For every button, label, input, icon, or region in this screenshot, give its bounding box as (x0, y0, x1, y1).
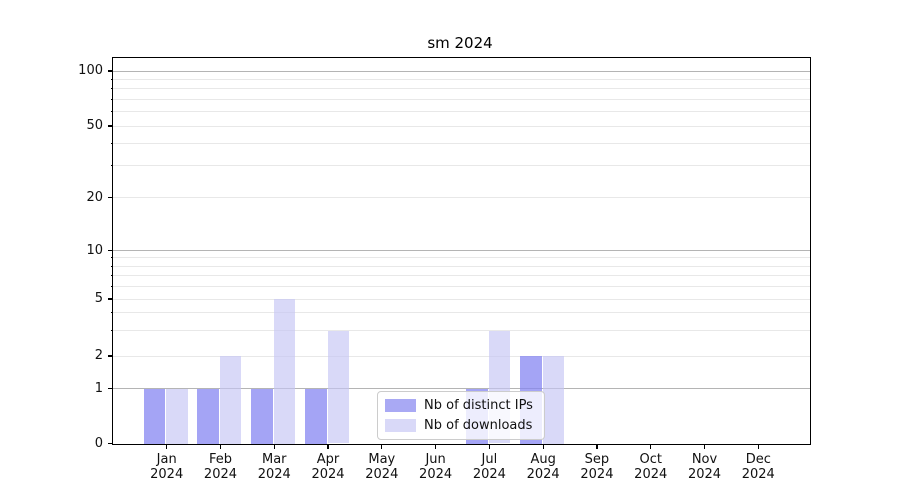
x-tickmark (166, 443, 168, 449)
minor-gridline (113, 274, 810, 276)
x-tick-label: Aug 2024 (526, 451, 560, 482)
x-tickmark (219, 443, 222, 449)
legend-item-distinct-ips: Nb of distinct IPs (385, 398, 537, 413)
x-tickmark (596, 443, 598, 449)
y-minor-tickmark (110, 143, 113, 144)
y-minor-tickmark (110, 125, 113, 127)
y-tick-label: 1 (94, 380, 103, 396)
bar-distinct-ips-feb (197, 388, 219, 444)
bar-distinct-ips-apr (305, 388, 327, 444)
y-tick-label: 10 (86, 242, 103, 258)
legend-label-distinct-ips: Nb of distinct IPs (424, 398, 533, 414)
bar-downloads-apr (327, 330, 350, 444)
y-tickmark (108, 249, 113, 252)
minor-gridline (113, 125, 810, 127)
y-tick-label: 5 (94, 291, 103, 306)
y-tickmark (108, 70, 113, 72)
x-tick-label: Jun 2024 (419, 451, 453, 482)
minor-gridline (113, 298, 810, 300)
y-minor-tickmark (110, 275, 113, 276)
y-minor-tickmark (110, 298, 113, 300)
bar-distinct-ips-mar (251, 388, 273, 444)
y-minor-tickmark (110, 285, 113, 287)
minor-gridline (113, 88, 810, 90)
bar-downloads-jan (166, 388, 188, 444)
minor-gridline (113, 312, 810, 314)
y-minor-tickmark (110, 355, 113, 357)
major-gridline (113, 250, 810, 251)
x-tickmark (381, 443, 383, 449)
y-minor-tickmark (110, 88, 113, 90)
minor-gridline (113, 142, 810, 144)
y-tickmark (108, 442, 113, 445)
y-tickmark (108, 387, 113, 390)
x-tickmark (273, 443, 275, 449)
y-tick-label: 0 (94, 435, 103, 451)
minor-gridline (113, 197, 810, 198)
y-minor-tickmark (110, 78, 113, 80)
minor-gridline (113, 330, 810, 332)
legend: Nb of distinct IPs Nb of downloads (377, 391, 545, 440)
x-tickmark (435, 443, 437, 449)
major-gridline (113, 388, 810, 389)
x-tick-label: Sep 2024 (580, 451, 614, 482)
minor-gridline (113, 285, 810, 287)
bar-downloads-feb (219, 356, 242, 444)
y-minor-tickmark (110, 312, 113, 314)
minor-gridline (113, 78, 810, 80)
minor-gridline (113, 355, 810, 357)
y-minor-tickmark (110, 330, 113, 332)
y-minor-tickmark (110, 265, 113, 267)
x-tickmark (542, 443, 544, 449)
x-tick-label: May 2024 (365, 451, 399, 482)
major-gridline (113, 70, 810, 72)
y-minor-tickmark (110, 165, 113, 167)
y-minor-tickmark (110, 257, 113, 259)
minor-gridline (113, 98, 810, 100)
chart-title: sm 2024 (427, 34, 493, 52)
y-minor-tickmark (110, 197, 113, 198)
x-tick-label: Nov 2024 (687, 451, 722, 482)
x-tickmark (650, 443, 652, 449)
bar-downloads-mar (273, 299, 296, 444)
x-tickmark (327, 443, 329, 449)
y-tick-label: 100 (78, 63, 103, 78)
y-minor-tickmark (110, 111, 113, 112)
y-tick-label: 20 (86, 189, 103, 205)
x-tickmark (757, 443, 759, 449)
x-tick-label: Jan 2024 (150, 451, 184, 482)
x-tick-label: Feb 2024 (203, 451, 238, 482)
y-minor-tickmark (110, 98, 113, 100)
x-tick-label: Dec 2024 (741, 451, 775, 482)
x-tick-label: Jul 2024 (472, 451, 506, 482)
minor-gridline (113, 111, 810, 113)
legend-label-downloads: Nb of downloads (424, 417, 533, 433)
minor-gridline (113, 265, 810, 267)
bar-distinct-ips-jan (143, 388, 166, 444)
x-tickmark (488, 443, 490, 449)
minor-gridline (113, 257, 810, 259)
x-tick-label: Oct 2024 (634, 451, 668, 482)
x-tick-label: Apr 2024 (311, 451, 345, 482)
x-tick-label: Mar 2024 (257, 451, 291, 482)
y-tick-label: 2 (94, 348, 103, 363)
legend-item-downloads: Nb of downloads (385, 418, 537, 433)
minor-gridline (113, 165, 810, 167)
y-tick-label: 50 (86, 118, 103, 133)
legend-swatch-downloads (385, 418, 416, 432)
legend-swatch-distinct-ips (385, 399, 416, 413)
x-tickmark (703, 443, 706, 449)
bar-downloads-aug (542, 356, 565, 444)
